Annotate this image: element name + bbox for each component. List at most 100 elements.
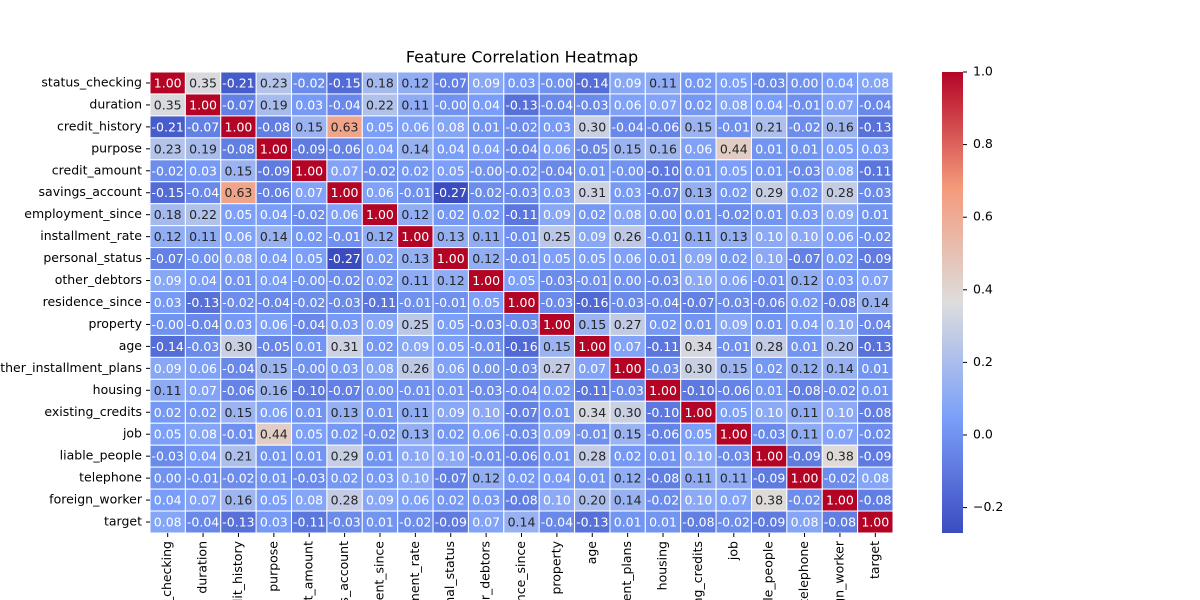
cell-label: 0.38 xyxy=(755,493,783,508)
y-tick-label: residence_since xyxy=(43,294,143,309)
cell-label: -0.27 xyxy=(435,185,467,200)
cell-label: 0.10 xyxy=(755,229,783,244)
cell-label: 0.25 xyxy=(543,229,571,244)
cell-label: -0.01 xyxy=(718,119,750,134)
cell-label: 0.16 xyxy=(826,119,854,134)
cell-label: -0.02 xyxy=(505,119,537,134)
cell-label: 0.12 xyxy=(791,361,819,376)
cell-label: 0.02 xyxy=(755,361,783,376)
cell-label: -0.00 xyxy=(470,163,502,178)
colorbar-tick-label: 0.6 xyxy=(973,209,993,224)
cell-label: 0.02 xyxy=(437,493,465,508)
cell-label: -0.01 xyxy=(753,273,785,288)
cell-label: 0.09 xyxy=(154,361,182,376)
cell-label: 0.14 xyxy=(508,515,536,530)
cell-label: 1.00 xyxy=(260,141,288,156)
cell-label: 0.03 xyxy=(331,317,359,332)
cell-label: 0.04 xyxy=(366,141,394,156)
cell-label: 0.04 xyxy=(543,471,571,486)
cell-label: -0.01 xyxy=(399,295,431,310)
cell-label: -0.02 xyxy=(859,427,891,442)
cell-label: 0.12 xyxy=(791,273,819,288)
cell-label: 0.11 xyxy=(791,427,819,442)
cell-label: 0.09 xyxy=(578,229,606,244)
cell-label: 0.04 xyxy=(189,273,217,288)
cell-label: 0.08 xyxy=(861,471,889,486)
cell-label: 0.09 xyxy=(720,317,748,332)
y-tick-label: savings_account xyxy=(39,184,143,199)
cell-label: 0.15 xyxy=(614,141,642,156)
cell-label: 0.03 xyxy=(472,493,500,508)
cell-label: -0.06 xyxy=(505,449,537,464)
cell-label: 0.03 xyxy=(189,163,217,178)
cell-label: -0.06 xyxy=(647,427,679,442)
cell-label: -0.13 xyxy=(222,515,254,530)
cell-label: 1.00 xyxy=(684,405,712,420)
cell-label: -0.13 xyxy=(859,339,891,354)
cell-label: -0.21 xyxy=(152,119,184,134)
cell-label: -0.02 xyxy=(293,75,325,90)
cell-label: 0.28 xyxy=(755,339,783,354)
cell-label: 0.11 xyxy=(791,405,819,420)
cell-label: 0.02 xyxy=(684,97,712,112)
cell-label: 0.30 xyxy=(578,119,606,134)
cell-label: -0.02 xyxy=(505,163,537,178)
x-tick-label: existing_credits xyxy=(690,541,705,600)
cell-label: 0.08 xyxy=(861,75,889,90)
cell-label: 0.07 xyxy=(826,97,854,112)
cell-label: 0.03 xyxy=(508,75,536,90)
cell-label: -0.03 xyxy=(753,427,785,442)
y-tick-label: status_checking xyxy=(41,74,142,89)
cell-label: -0.00 xyxy=(435,97,467,112)
cell-label: 1.00 xyxy=(225,119,253,134)
x-tick-label: other_installment_plans xyxy=(619,541,634,600)
cell-label: -0.00 xyxy=(293,361,325,376)
cell-label: -0.03 xyxy=(505,317,537,332)
cell-label: -0.11 xyxy=(364,295,396,310)
cell-label: 0.44 xyxy=(260,427,288,442)
cell-label: -0.03 xyxy=(293,471,325,486)
cell-label: 0.04 xyxy=(791,317,819,332)
cell-label: 0.16 xyxy=(225,493,253,508)
cell-label: -0.03 xyxy=(470,317,502,332)
cell-label: -0.02 xyxy=(718,207,750,222)
cell-label: 0.03 xyxy=(366,471,394,486)
cell-label: 0.00 xyxy=(614,273,642,288)
cell-label: 0.02 xyxy=(366,339,394,354)
x-tick-label: personal_status xyxy=(442,541,457,600)
cell-label: 0.01 xyxy=(684,207,712,222)
cell-label: 0.07 xyxy=(826,427,854,442)
x-tick-label: housing xyxy=(655,541,670,590)
cell-label: 0.12 xyxy=(366,229,394,244)
cell-label: 0.26 xyxy=(401,361,429,376)
cell-label: -0.04 xyxy=(505,383,537,398)
cell-label: 1.00 xyxy=(791,471,819,486)
cell-label: -0.04 xyxy=(187,515,219,530)
cell-label: 0.01 xyxy=(260,471,288,486)
cell-label: -0.10 xyxy=(293,383,325,398)
cell-label: 0.10 xyxy=(401,449,429,464)
cell-label: -0.04 xyxy=(293,317,325,332)
cell-label: 0.15 xyxy=(225,405,253,420)
cell-label: -0.01 xyxy=(222,427,254,442)
cell-label: -0.02 xyxy=(859,229,891,244)
cell-label: -0.03 xyxy=(152,449,184,464)
cell-label: 0.07 xyxy=(189,493,217,508)
cell-label: 0.15 xyxy=(614,427,642,442)
cell-label: -0.09 xyxy=(859,449,891,464)
cell-label: -0.09 xyxy=(753,515,785,530)
cell-label: 0.04 xyxy=(260,273,288,288)
cell-label: -0.02 xyxy=(788,119,820,134)
cell-label: 0.03 xyxy=(826,273,854,288)
cell-label: -0.02 xyxy=(328,273,360,288)
y-tick-label: telephone xyxy=(79,470,142,485)
cell-label: 0.01 xyxy=(366,405,394,420)
y-tick-label: credit_amount xyxy=(52,162,142,177)
cell-label: 0.01 xyxy=(437,383,465,398)
cell-label: 0.02 xyxy=(472,207,500,222)
cell-label: -0.02 xyxy=(647,493,679,508)
cell-label: 0.08 xyxy=(437,119,465,134)
cell-label: -0.04 xyxy=(258,295,290,310)
cell-label: 0.12 xyxy=(437,273,465,288)
cell-label: 0.63 xyxy=(331,119,359,134)
